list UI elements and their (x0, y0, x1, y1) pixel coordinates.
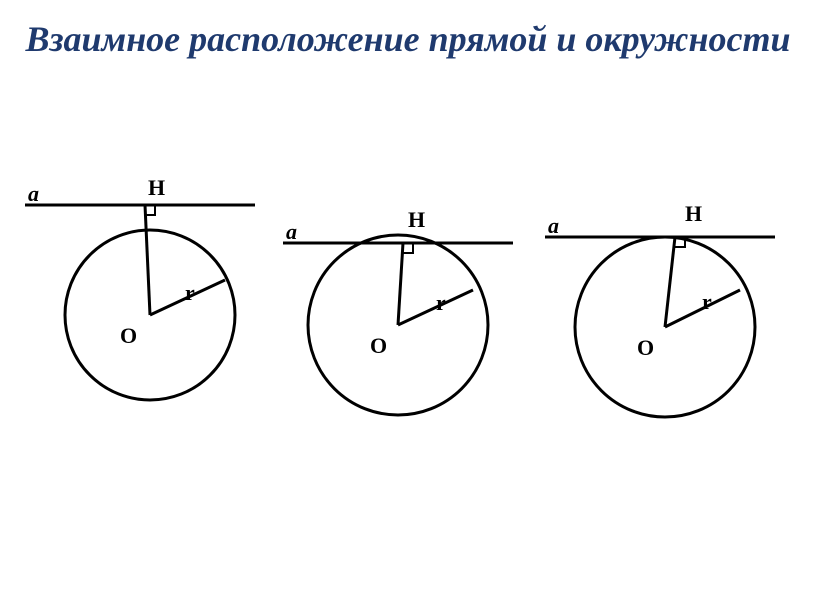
label-a-3: a (548, 213, 559, 239)
diagram-1-svg (20, 175, 260, 455)
diagram-1: a H O r (20, 175, 260, 455)
diagrams-container: a H O r a H O r a H O r (0, 175, 816, 475)
label-r-3: r (702, 289, 712, 315)
label-H-1: H (148, 175, 165, 201)
page-title: Взаимное расположение прямой и окружност… (0, 0, 816, 61)
diagram-2: a H O r (278, 205, 518, 465)
label-r-2: r (436, 290, 446, 316)
label-O-3: O (637, 335, 654, 361)
label-H-2: H (408, 207, 425, 233)
label-a-2: a (286, 219, 297, 245)
diagram-3-svg (540, 205, 780, 465)
label-O-1: O (120, 323, 137, 349)
label-a-1: a (28, 181, 39, 207)
label-O-2: O (370, 333, 387, 359)
label-H-3: H (685, 201, 702, 227)
diagram-3: a H O r (540, 205, 780, 465)
diagram-2-svg (278, 205, 518, 465)
label-r-1: r (185, 280, 195, 306)
